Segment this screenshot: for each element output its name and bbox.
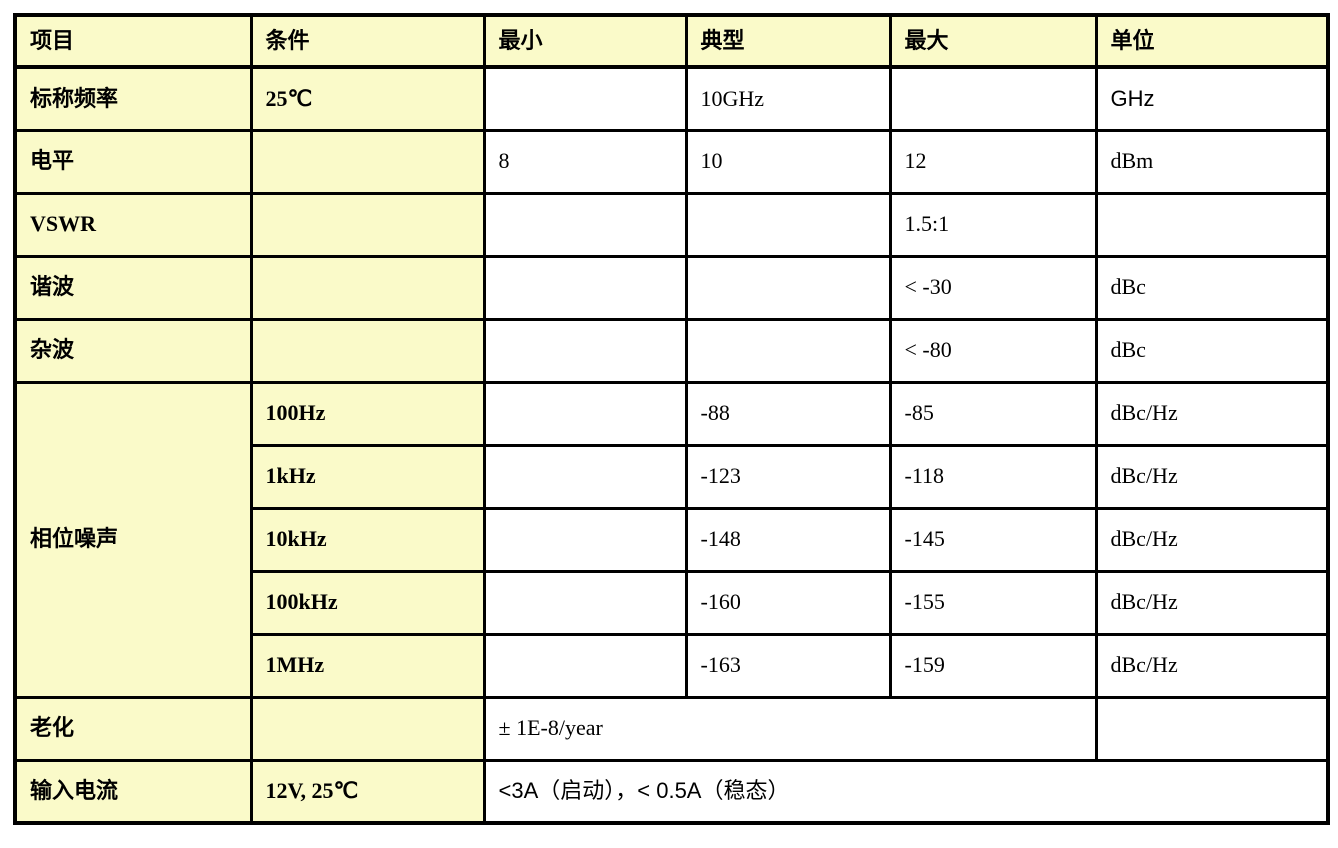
cell-max: -155	[888, 569, 1098, 636]
cell-typical	[684, 191, 892, 258]
cell-max: 12	[888, 128, 1098, 195]
table-row-spurious: 杂波 < -80 dBc	[13, 317, 1330, 384]
cell-min	[482, 506, 688, 573]
cell-item: 电平	[13, 128, 253, 195]
cell-min	[482, 443, 688, 510]
cell-condition: 100kHz	[249, 569, 486, 636]
cell-typical: -148	[684, 506, 892, 573]
cell-condition	[249, 191, 486, 258]
cell-unit: dBc/Hz	[1094, 632, 1330, 699]
cell-condition: 1kHz	[249, 443, 486, 510]
table-row-aging: 老化 ± 1E-8/year	[13, 695, 1330, 762]
cell-min	[482, 65, 688, 132]
cell-max: 1.5:1	[888, 191, 1098, 258]
cell-condition: 12V, 25℃	[249, 758, 486, 825]
cell-unit: dBc/Hz	[1094, 569, 1330, 636]
cell-min	[482, 317, 688, 384]
header-cell-condition: 条件	[249, 13, 486, 69]
cell-condition: 25℃	[249, 65, 486, 132]
cell-max: -85	[888, 380, 1098, 447]
cell-value-span: <3A（启动），< 0.5A（稳态）	[482, 758, 1330, 825]
cell-value-span: ± 1E-8/year	[482, 695, 1098, 762]
table-header-row: 项目 条件 最小 典型 最大 单位	[13, 13, 1330, 69]
cell-unit: GHz	[1094, 65, 1330, 132]
cell-typical: -160	[684, 569, 892, 636]
cell-item-phase-noise: 相位噪声	[13, 380, 253, 699]
header-cell-typical: 典型	[684, 13, 892, 69]
cell-typical: -163	[684, 632, 892, 699]
cell-condition: 10kHz	[249, 506, 486, 573]
cell-min	[482, 569, 688, 636]
cell-max: -145	[888, 506, 1098, 573]
cell-condition: 100Hz	[249, 380, 486, 447]
cell-typical: -88	[684, 380, 892, 447]
cell-max: < -30	[888, 254, 1098, 321]
cell-unit: dBc/Hz	[1094, 380, 1330, 447]
cell-unit: dBm	[1094, 128, 1330, 195]
cell-typical	[684, 254, 892, 321]
cell-condition: 1MHz	[249, 632, 486, 699]
table-row-harmonics: 谐波 < -30 dBc	[13, 254, 1330, 321]
cell-min	[482, 380, 688, 447]
cell-condition	[249, 128, 486, 195]
table-row-level: 电平 8 10 12 dBm	[13, 128, 1330, 195]
table-row-phase-noise-1mhz: 1MHz -163 -159 dBc/Hz	[15, 632, 1330, 699]
cell-min	[482, 632, 688, 699]
cell-max	[888, 65, 1098, 132]
header-cell-item: 项目	[13, 13, 253, 69]
cell-max: -118	[888, 443, 1098, 510]
cell-condition	[249, 695, 486, 762]
cell-item: 标称频率	[13, 65, 253, 132]
cell-condition	[249, 254, 486, 321]
cell-typical: 10	[684, 128, 892, 195]
cell-min: 8	[482, 128, 688, 195]
cell-typical: 10GHz	[684, 65, 892, 132]
cell-unit: dBc/Hz	[1094, 506, 1330, 573]
table-row-nominal-frequency: 标称频率 25℃ 10GHz GHz	[13, 65, 1330, 132]
cell-max: < -80	[888, 317, 1098, 384]
cell-min	[482, 254, 688, 321]
cell-unit: dBc	[1094, 317, 1330, 384]
cell-condition	[249, 317, 486, 384]
spec-table: 项目 条件 最小 典型 最大 单位 标称频率 25℃ 10GHz GHz 电平 …	[13, 13, 1330, 825]
cell-unit: dBc	[1094, 254, 1330, 321]
cell-item: 输入电流	[13, 758, 253, 825]
cell-item: 谐波	[13, 254, 253, 321]
cell-item: VSWR	[13, 191, 253, 258]
cell-typical: -123	[684, 443, 892, 510]
cell-min	[482, 191, 688, 258]
cell-unit	[1094, 191, 1330, 258]
table-row-phase-noise-1khz: 1kHz -123 -118 dBc/Hz	[15, 443, 1330, 510]
cell-max: -159	[888, 632, 1098, 699]
table-row-phase-noise-100khz: 100kHz -160 -155 dBc/Hz	[15, 569, 1330, 636]
spec-table-container: 项目 条件 最小 典型 最大 单位 标称频率 25℃ 10GHz GHz 电平 …	[13, 13, 1330, 825]
cell-item: 老化	[13, 695, 253, 762]
cell-unit: dBc/Hz	[1094, 443, 1330, 510]
header-cell-unit: 单位	[1094, 13, 1330, 69]
table-row-phase-noise-10khz: 10kHz -148 -145 dBc/Hz	[15, 506, 1330, 573]
header-cell-max: 最大	[888, 13, 1098, 69]
header-cell-min: 最小	[482, 13, 688, 69]
cell-typical	[684, 317, 892, 384]
table-row-input-current: 输入电流 12V, 25℃ <3A（启动），< 0.5A（稳态）	[13, 758, 1330, 825]
cell-unit	[1094, 695, 1330, 762]
table-row-phase-noise-100hz: 相位噪声 100Hz -88 -85 dBc/Hz	[13, 380, 1330, 699]
table-row-vswr: VSWR 1.5:1	[13, 191, 1330, 258]
cell-item: 杂波	[13, 317, 253, 384]
